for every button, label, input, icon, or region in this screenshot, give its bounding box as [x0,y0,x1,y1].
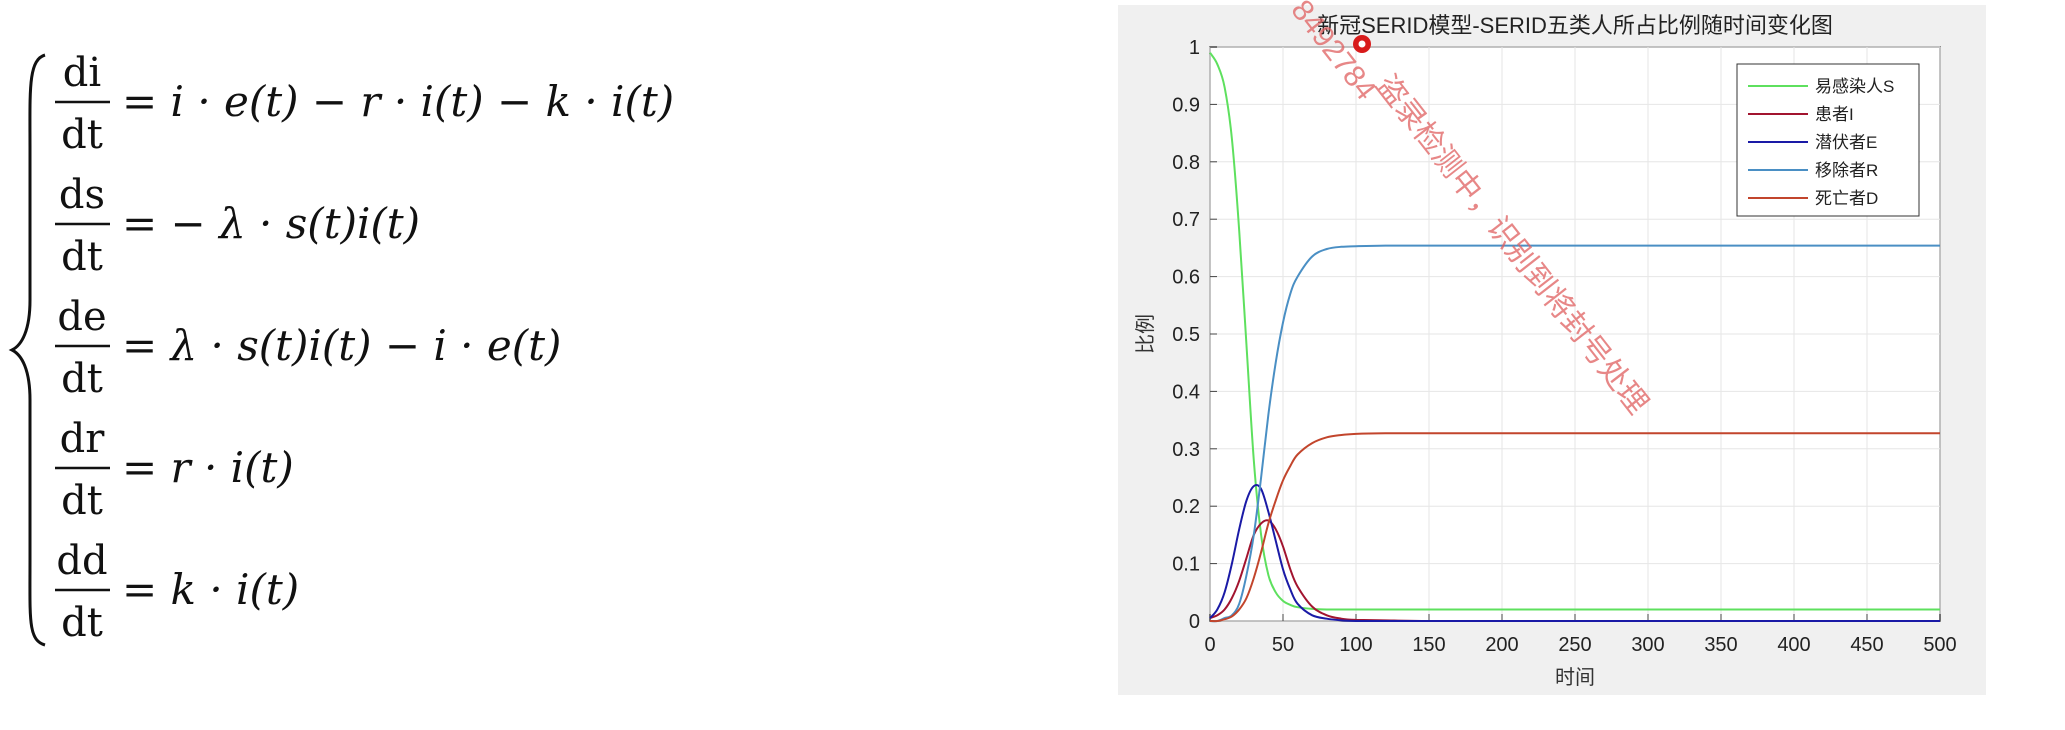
equation-row: de dt = λ · s(t)i(t) − i · e(t) [55,294,561,402]
x-tick-label: 450 [1850,634,1883,656]
x-tick-label: 500 [1923,634,1956,656]
y-tick-label: 0.6 [1172,267,1200,289]
y-axis-label: 比例 [1134,314,1157,354]
y-tick-label: 0 [1189,611,1200,633]
equation-rhs: = r · i(t) [122,443,294,492]
fraction-denominator: dt [61,112,103,158]
fraction-numerator: dr [60,416,106,462]
legend-label-R: 移除者R [1815,161,1878,180]
y-tick-label: 0.5 [1172,324,1200,346]
equation-rhs: = λ · s(t)i(t) − i · e(t) [122,321,561,370]
y-tick-label: 0.7 [1172,209,1200,231]
y-tick-label: 0.4 [1172,381,1200,403]
x-tick-label: 400 [1777,634,1810,656]
legend-label-I: 患者I [1815,105,1854,124]
fraction-denominator: dt [61,234,103,280]
fraction-denominator: dt [61,356,103,402]
y-tick-label: 0.1 [1172,554,1200,576]
y-ticks: 0 0.1 0.2 0.3 0.4 0.5 0.6 0.7 0.8 0.9 1 [1172,37,1217,633]
watermark-dot-core [1358,40,1366,48]
x-axis-label: 时间 [1555,666,1595,689]
y-tick-label: 0.8 [1172,152,1200,174]
x-tick-label: 300 [1631,634,1664,656]
equation-row: ds dt = − λ · s(t)i(t) [55,172,420,280]
y-tick-label: 1 [1189,37,1200,59]
x-tick-label: 250 [1558,634,1591,656]
legend-label-D: 死亡者D [1815,189,1878,208]
legend-label-E: 潜伏者E [1815,133,1877,152]
x-tick-label: 50 [1272,634,1294,656]
legend: 易感染人S 患者I 潜伏者E 移除者R 死亡者D [1736,63,1920,217]
legend-box [1736,63,1920,217]
chart-title: 新冠SERID模型-SERID五类人所占比例随时间变化图 [1317,13,1833,38]
equation-row: di dt = i · e(t) − r · i(t) − k · i(t) [55,50,674,158]
equation-rhs: = i · e(t) − r · i(t) − k · i(t) [122,77,674,126]
fraction-numerator: dd [56,538,107,584]
equation-row: dr dt = r · i(t) [55,416,294,524]
y-tick-label: 0.2 [1172,496,1200,518]
x-tick-label: 100 [1339,634,1372,656]
y-tick-label: 0.9 [1172,94,1200,116]
x-tick-label: 150 [1412,634,1445,656]
x-tick-label: 200 [1485,634,1518,656]
series-line-D [1209,432,1940,623]
equation-rhs: = k · i(t) [122,565,299,614]
fraction-numerator: di [63,50,101,96]
x-tick-label: 0 [1204,634,1215,656]
left-brace [8,53,46,647]
x-ticks: 0 50 100 150 200 250 300 350 400 450 500 [1204,614,1957,656]
equation-row: dd dt = k · i(t) [55,538,299,646]
equation-system: di dt = i · e(t) − r · i(t) − k · i(t) ds dt… [8,50,674,647]
series-line-S [1209,52,1940,611]
series-line-R [1209,244,1940,623]
fraction-denominator: dt [61,600,103,646]
fraction-numerator: ds [59,172,105,218]
y-tick-label: 0.3 [1172,439,1200,461]
fraction-numerator: de [57,294,106,340]
series-line-E [1209,484,1940,623]
x-tick-label: 350 [1704,634,1737,656]
equation-rhs: = − λ · s(t)i(t) [122,199,420,248]
legend-label-S: 易感染人S [1815,77,1894,96]
series-lines [1209,52,1940,623]
fraction-denominator: dt [61,478,103,524]
